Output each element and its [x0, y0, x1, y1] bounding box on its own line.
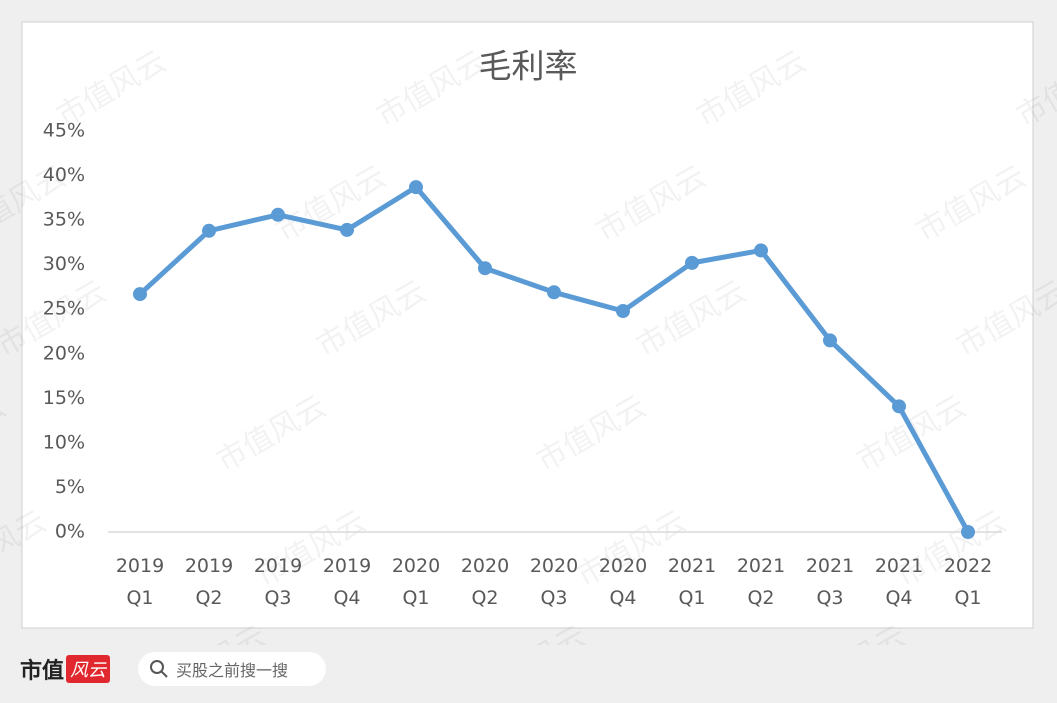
search-placeholder: 买股之前搜一搜	[176, 661, 289, 680]
y-tick-label: 20%	[43, 342, 85, 364]
point	[340, 222, 354, 237]
point	[271, 207, 285, 222]
point	[754, 243, 768, 258]
x-tick-label: 2019 Q1	[116, 555, 164, 609]
point	[547, 285, 561, 300]
y-tick-label: 45%	[43, 120, 85, 142]
x-tick-label: 2021 Q3	[806, 555, 854, 609]
y-tick-label: 30%	[43, 253, 85, 275]
point	[202, 223, 216, 238]
point	[823, 333, 837, 348]
point	[685, 255, 699, 270]
x-tick-label: 2019 Q4	[323, 555, 371, 609]
watermark: 市值风云	[0, 389, 12, 479]
x-tick-label: 2021 Q2	[737, 555, 785, 609]
chart-card	[21, 21, 1034, 629]
point	[409, 180, 423, 195]
point	[961, 525, 975, 539]
point	[133, 287, 147, 302]
y-tick-label: 25%	[43, 298, 85, 320]
x-tick-label: 2020 Q4	[599, 555, 647, 609]
point	[892, 399, 906, 414]
point	[616, 304, 630, 319]
x-tick-label: 2021 Q4	[875, 555, 923, 609]
y-tick-label: 5%	[55, 476, 85, 498]
search-box[interactable]: 买股之前搜一搜	[138, 652, 326, 686]
y-tick-label: 35%	[43, 209, 85, 231]
logo: 市值 风云	[20, 652, 111, 686]
search-icon	[150, 660, 168, 678]
x-tick-label: 2021 Q1	[668, 555, 716, 609]
point	[478, 261, 492, 276]
y-tick-label: 15%	[43, 387, 85, 409]
logo-text: 市值	[20, 659, 65, 684]
logo-mark: 风云	[66, 655, 111, 683]
x-tick-label: 2020 Q2	[461, 555, 509, 609]
y-tick-label: 40%	[43, 164, 85, 186]
x-tick-label: 2022 Q1	[944, 555, 992, 609]
x-tick-label: 2019 Q2	[185, 555, 233, 609]
chart-title: 毛利率	[479, 47, 578, 86]
x-tick-label: 2020 Q3	[530, 555, 578, 609]
y-tick-label: 0%	[55, 521, 85, 543]
y-tick-label: 10%	[43, 431, 85, 453]
x-tick-label: 2019 Q3	[254, 555, 302, 609]
x-tick-label: 2020 Q1	[392, 555, 440, 609]
